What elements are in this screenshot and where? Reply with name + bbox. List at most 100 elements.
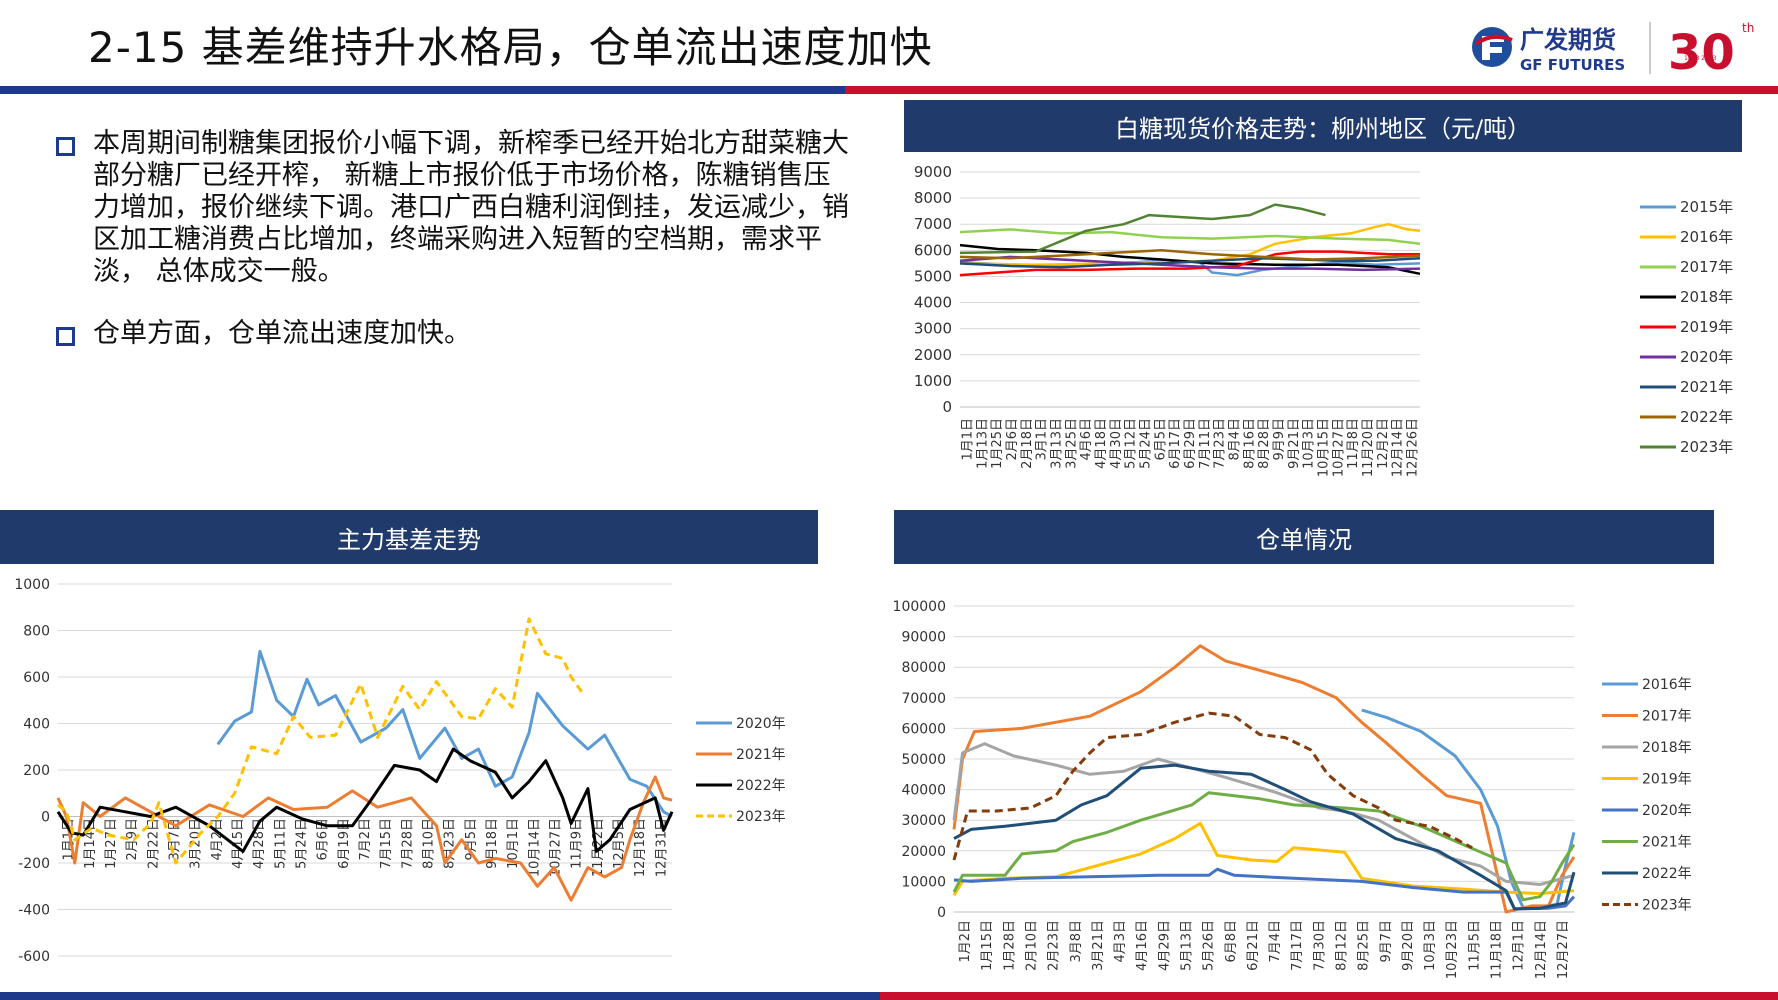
x-tick-label: 10月27日 — [549, 818, 564, 877]
legend-label: 2019年 — [1642, 772, 1692, 788]
y-tick-label: 2000 — [914, 346, 952, 364]
x-tick-label: 5月24日 — [1138, 418, 1153, 469]
x-tick-label: 2月6日 — [1005, 418, 1020, 461]
x-tick-label: 8月16日 — [1242, 418, 1257, 469]
x-tick-label: 12月14日 — [1534, 920, 1549, 979]
x-tick-label: 5月12日 — [1124, 418, 1139, 469]
bullet-text-1: 本周期间制糖集团报价小幅下调，新榨季已经开始北方甜菜糖大部分糖厂已经开榨， 新糖… — [93, 128, 849, 287]
anniversary-years: 1993 2023 — [1684, 55, 1717, 62]
basis-chart-header: 主力基差走势 — [0, 510, 818, 564]
series-line-2019年 — [952, 821, 1575, 896]
y-tick-label: 70000 — [901, 691, 946, 707]
x-tick-label: 1月27日 — [104, 818, 119, 869]
y-tick-label: 0 — [942, 398, 952, 416]
series-line-2023年 — [57, 617, 585, 865]
x-tick-label: 3月21日 — [1091, 920, 1106, 971]
x-tick-label: 5月24日 — [294, 818, 309, 869]
series-line-2021年 — [952, 791, 1576, 902]
x-tick-label: 4月30日 — [1109, 418, 1124, 469]
y-tick-label: 8000 — [914, 189, 952, 207]
x-tick-label: 6月8日 — [1224, 920, 1239, 963]
x-tick-label: 5月26日 — [1202, 920, 1217, 971]
x-tick-label: 10月27日 — [1331, 418, 1346, 477]
x-tick-label: 1月15日 — [980, 920, 995, 971]
series-line-2020年 — [216, 649, 673, 818]
x-tick-label: 6月21日 — [1246, 920, 1261, 971]
y-tick-label: -400 — [18, 903, 50, 919]
x-tick-label: 8月25日 — [1357, 920, 1372, 971]
x-tick-label: 7月28日 — [400, 818, 415, 869]
x-tick-label: 7月17日 — [1290, 920, 1305, 971]
legend-label: 2015年 — [1680, 198, 1733, 216]
y-tick-label: 800 — [23, 624, 50, 640]
spot-chart-header: 白糖现货价格走势：柳州地区（元/吨） — [904, 100, 1742, 152]
x-tick-label: 10月15日 — [1317, 418, 1332, 477]
bullet-item: 本周期间制糖集团报价小幅下调，新榨季已经开始北方甜菜糖大部分糖厂已经开榨， 新糖… — [56, 128, 856, 288]
legend-label: 2018年 — [1642, 740, 1692, 756]
x-tick-label: 4月16日 — [1135, 920, 1150, 971]
series-line-2021年 — [959, 256, 1421, 269]
bullet-list: 本周期间制糖集团报价小幅下调，新榨季已经开始北方甜菜糖大部分糖厂已经开榨， 新糖… — [56, 128, 856, 380]
anniversary-sup: th — [1742, 21, 1754, 35]
series-line-2017年 — [959, 228, 1421, 246]
y-tick-label: 600 — [23, 670, 50, 686]
x-tick-label: 6月19日 — [337, 818, 352, 869]
y-tick-label: 100000 — [893, 599, 946, 615]
x-tick-label: 4月28日 — [252, 818, 267, 869]
legend-label: 2016年 — [1642, 677, 1692, 693]
legend-label: 2017年 — [1680, 258, 1733, 276]
x-tick-label: 10月3日 — [1423, 920, 1438, 971]
x-tick-label: 9月21日 — [1287, 418, 1302, 469]
legend-label: 2022年 — [1642, 866, 1692, 882]
x-tick-label: 10月3日 — [1302, 418, 1317, 469]
legend-label: 2016年 — [1680, 228, 1733, 246]
legend-label: 2023年 — [1642, 898, 1692, 914]
x-tick-label: 1月1日 — [960, 418, 975, 461]
x-tick-label: 12月31日 — [654, 818, 669, 877]
y-tick-label: 4000 — [914, 294, 952, 312]
x-tick-label: 4月3日 — [1113, 920, 1128, 963]
x-tick-label: 11月5日 — [1467, 920, 1482, 971]
warrant-chart-header: 仓单情况 — [894, 510, 1714, 564]
series-line-2023年 — [952, 711, 1473, 861]
x-tick-label: 12月26日 — [1406, 418, 1421, 477]
y-tick-label: 30000 — [901, 813, 946, 829]
series-line-2018年 — [952, 742, 1575, 886]
y-tick-label: 90000 — [901, 630, 946, 646]
series-line-2016年 — [1361, 708, 1576, 909]
legend-label: 2022年 — [736, 778, 786, 794]
bullet-text-2: 仓单方面，仓单流出速度加快。 — [93, 318, 471, 349]
x-tick-label: 4月2日 — [210, 818, 225, 861]
series-line-2015年 — [959, 259, 1421, 277]
x-tick-label: 11月20日 — [1361, 418, 1376, 477]
legend-label: 2021年 — [1642, 835, 1692, 851]
series-line-2021年 — [56, 775, 673, 902]
x-tick-label: 11月8日 — [1346, 418, 1361, 469]
x-tick-label: 1月28日 — [1002, 920, 1017, 971]
y-tick-label: 50000 — [901, 752, 946, 768]
x-tick-label: 2月22日 — [146, 818, 161, 869]
warrant-chart: 0 10000 20000 30000 40000 50000 60000 70000 8000… — [893, 599, 1692, 979]
x-tick-label: 7月15日 — [379, 818, 394, 869]
x-tick-label: 8月10日 — [422, 818, 437, 869]
legend-label: 2017年 — [1642, 709, 1692, 725]
legend-label: 2022年 — [1680, 408, 1733, 426]
x-tick-label: 7月4日 — [1268, 920, 1283, 963]
y-tick-label: 7000 — [914, 215, 952, 233]
logo-cn: 广发期货 — [1520, 26, 1616, 54]
x-tick-label: 12月27日 — [1556, 920, 1571, 979]
company-logo: 广发期货 GF FUTURES 30 th 1993 2023 — [1472, 21, 1754, 80]
x-tick-label: 12月14日 — [1391, 418, 1406, 477]
bottom-band-red — [880, 992, 1778, 1000]
legend-label: 2019年 — [1680, 318, 1733, 336]
series-line-2022年 — [56, 747, 674, 853]
legend-label: 2023年 — [736, 809, 786, 825]
series-line-2023年 — [959, 203, 1326, 255]
bullet-square-icon — [56, 327, 75, 346]
gf-logo-icon — [1472, 27, 1513, 67]
series-line-2018年 — [959, 243, 1421, 276]
y-tick-label: 40000 — [901, 783, 946, 799]
x-tick-label: 1月13日 — [975, 418, 990, 469]
page-title: 2-15 基差维持升水格局，仓单流出速度加快 — [88, 23, 933, 72]
